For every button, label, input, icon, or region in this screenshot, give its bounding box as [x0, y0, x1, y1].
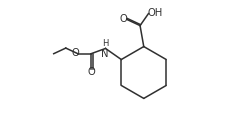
Text: H: H [102, 39, 108, 48]
Text: O: O [88, 67, 96, 77]
Text: O: O [119, 14, 127, 24]
Text: OH: OH [147, 8, 162, 18]
Text: O: O [71, 48, 79, 58]
Text: N: N [101, 49, 109, 59]
